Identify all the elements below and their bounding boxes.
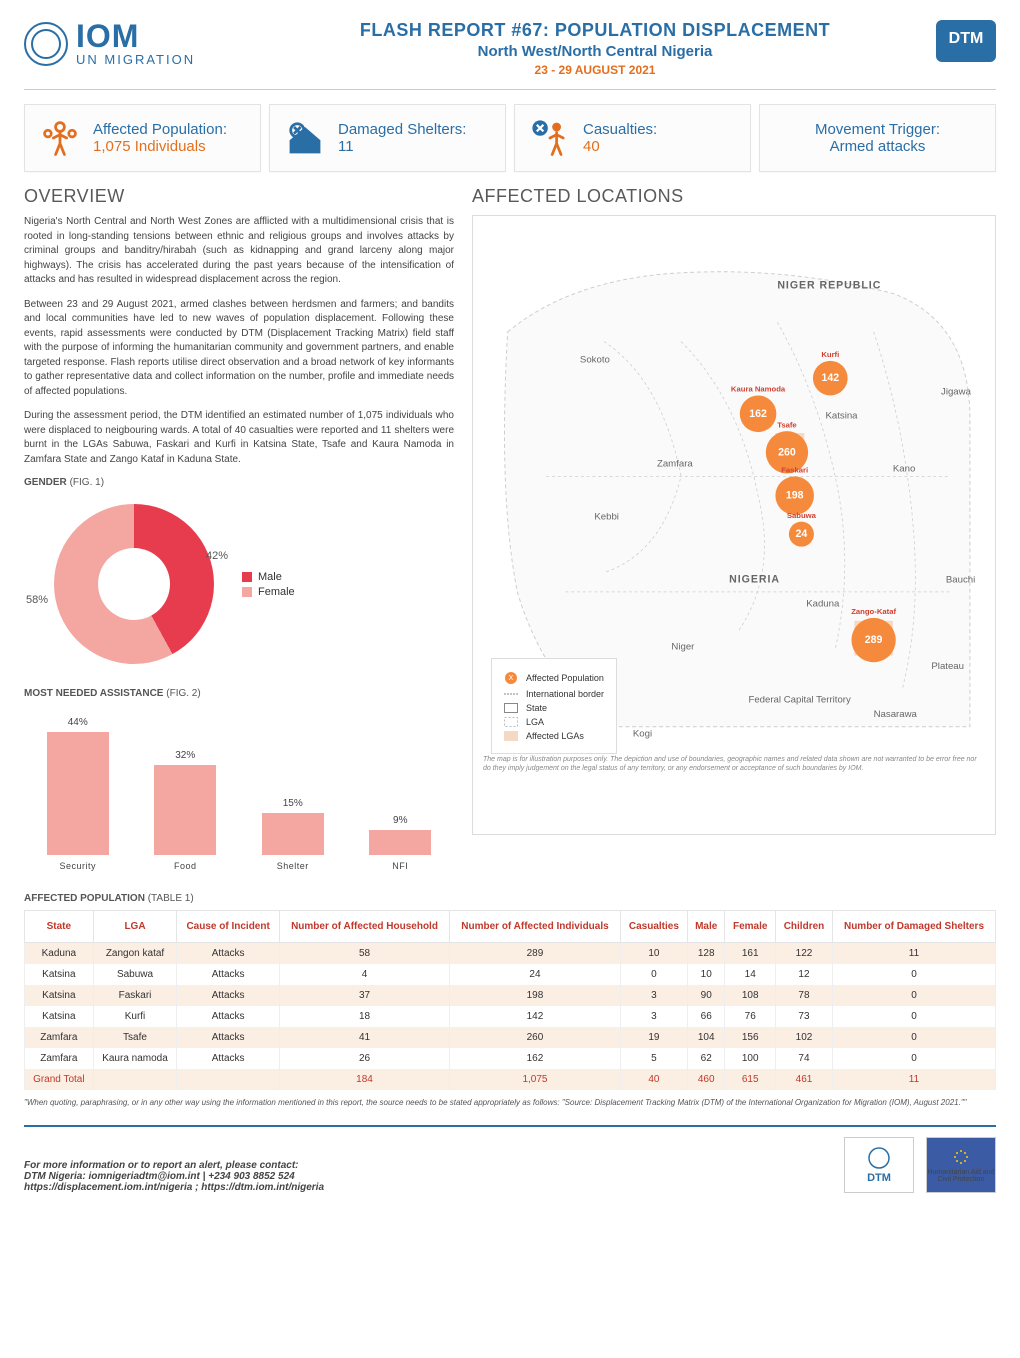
stat-value: 11: [338, 138, 466, 155]
stat-value: Armed attacks: [772, 138, 983, 155]
stat-value: 1,075 Individuals: [93, 138, 227, 155]
source-note: "When quoting, paraphrasing, or in any o…: [24, 1098, 996, 1107]
svg-text:Kaura Namoda: Kaura Namoda: [731, 385, 786, 394]
stat-label: Movement Trigger:: [772, 121, 983, 138]
svg-text:260: 260: [778, 446, 796, 458]
male-pct: 42%: [206, 550, 228, 562]
org-sub: UN MIGRATION: [76, 52, 195, 67]
eu-logo: Humanitarian Aid and Civil Protection: [926, 1137, 996, 1193]
table-row: ZamfaraKaura namodaAttacks26162562100740: [25, 1048, 996, 1069]
map-disclaimer: The map is for illustration purposes onl…: [483, 755, 985, 773]
globe-icon: [24, 22, 68, 66]
svg-text:Zamfara: Zamfara: [657, 459, 693, 470]
svg-text:Faskari: Faskari: [781, 466, 808, 475]
report-date: 23 - 29 AUGUST 2021: [254, 63, 936, 77]
male-swatch: [242, 572, 252, 582]
svg-text:Nasarawa: Nasarawa: [874, 709, 918, 720]
gender-legend: Male Female: [242, 568, 295, 601]
map-legend: XAffected Population International borde…: [491, 658, 617, 754]
svg-text:162: 162: [749, 408, 767, 420]
overview-p1: Nigeria's North Central and North West Z…: [24, 215, 454, 288]
stat-label: Casualties:: [583, 121, 657, 138]
overview-text: Nigeria's North Central and North West Z…: [24, 215, 454, 467]
stat-affected: Affected Population: 1,075 Individuals: [24, 104, 261, 172]
dtm-badge: DTM: [936, 20, 996, 62]
table-label: AFFECTED POPULATION (TABLE 1): [24, 893, 996, 904]
table-row: KatsinaSabuwaAttacks42401014120: [25, 964, 996, 985]
svg-text:142: 142: [821, 372, 839, 384]
org-name: IOM: [76, 20, 195, 52]
overview-p2: Between 23 and 29 August 2021, armed cla…: [24, 298, 454, 400]
nigeria-label: NIGERIA: [729, 573, 780, 585]
map-heading: AFFECTED LOCATIONS: [472, 186, 996, 207]
stat-trigger: Movement Trigger: Armed attacks: [759, 104, 996, 172]
table-total: Grand Total1841,0754046061546111: [25, 1069, 996, 1090]
footer: For more information or to report an ale…: [24, 1125, 996, 1193]
report-title: FLASH REPORT #67: POPULATION DISPLACEMEN…: [254, 20, 936, 41]
affected-table: StateLGACause of IncidentNumber of Affec…: [24, 910, 996, 1090]
svg-text:Federal Capital Territory: Federal Capital Territory: [748, 695, 851, 706]
svg-text:Plateau: Plateau: [931, 661, 964, 672]
footer-contact: For more information or to report an ale…: [24, 1160, 324, 1193]
svg-text:X: X: [509, 675, 514, 682]
table-section: AFFECTED POPULATION (TABLE 1) StateLGACa…: [24, 893, 996, 1090]
header: IOM UN MIGRATION FLASH REPORT #67: POPUL…: [24, 20, 996, 90]
svg-text:Sabuwa: Sabuwa: [787, 511, 817, 520]
stat-casualties: Casualties: 40: [514, 104, 751, 172]
report-subtitle: North West/North Central Nigeria: [254, 43, 936, 60]
gender-chart: 42% 58% Male Female: [24, 494, 454, 682]
svg-text:Bauchi: Bauchi: [946, 574, 975, 585]
iom-logo: IOM UN MIGRATION: [24, 20, 254, 67]
table-row: KatsinaKurfiAttacks1814236676730: [25, 1006, 996, 1027]
casualty-icon: [527, 115, 573, 161]
bar-food: 32%Food: [152, 750, 220, 871]
svg-text:Tsafe: Tsafe: [777, 420, 797, 429]
map-card: NIGER REPUBLIC NIGERIA Sokoto Zamfara Ka…: [472, 215, 996, 835]
svg-text:Kurfi: Kurfi: [821, 350, 839, 359]
female-pct: 58%: [26, 594, 48, 606]
overview-p3: During the assessment period, the DTM id…: [24, 409, 454, 467]
bar-security: 44%Security: [44, 717, 112, 871]
house-icon: [282, 115, 328, 161]
table-row: KadunaZangon katafAttacks582891012816112…: [25, 943, 996, 965]
assistance-chart: 44%Security 32%Food 15%Shelter 9%NFI: [24, 707, 454, 877]
svg-text:289: 289: [865, 634, 883, 646]
stat-value: 40: [583, 138, 657, 155]
stat-strip: Affected Population: 1,075 Individuals D…: [24, 104, 996, 172]
table-row: ZamfaraTsafeAttacks41260191041561020: [25, 1027, 996, 1048]
svg-text:Jigawa: Jigawa: [941, 387, 972, 398]
svg-text:Kogi: Kogi: [633, 728, 652, 739]
stat-label: Damaged Shelters:: [338, 121, 466, 138]
donut: 42% 58%: [54, 504, 214, 664]
assistance-label: MOST NEEDED ASSISTANCE (FIG. 2): [24, 688, 454, 699]
gender-label: GENDER (FIG. 1): [24, 477, 454, 488]
bar-shelter: 15%Shelter: [259, 798, 327, 871]
svg-text:Kano: Kano: [893, 464, 915, 475]
people-icon: [37, 115, 83, 161]
svg-text:Kebbi: Kebbi: [594, 512, 619, 523]
svg-text:Kaduna: Kaduna: [806, 598, 840, 609]
stat-label: Affected Population:: [93, 121, 227, 138]
female-swatch: [242, 587, 252, 597]
table-row: KatsinaFaskariAttacks37198390108780: [25, 985, 996, 1006]
stat-shelters: Damaged Shelters: 11: [269, 104, 506, 172]
overview-heading: OVERVIEW: [24, 186, 454, 207]
svg-text:198: 198: [786, 490, 804, 502]
svg-text:Niger: Niger: [671, 642, 695, 653]
svg-text:24: 24: [796, 528, 808, 540]
svg-text:Katsina: Katsina: [825, 411, 858, 422]
niger-label: NIGER REPUBLIC: [777, 280, 881, 292]
svg-text:Zango-Kataf: Zango-Kataf: [851, 607, 896, 616]
bar-nfi: 9%NFI: [367, 815, 435, 871]
dtm-logo: DTM: [844, 1137, 914, 1193]
svg-text:Sokoto: Sokoto: [580, 355, 610, 366]
